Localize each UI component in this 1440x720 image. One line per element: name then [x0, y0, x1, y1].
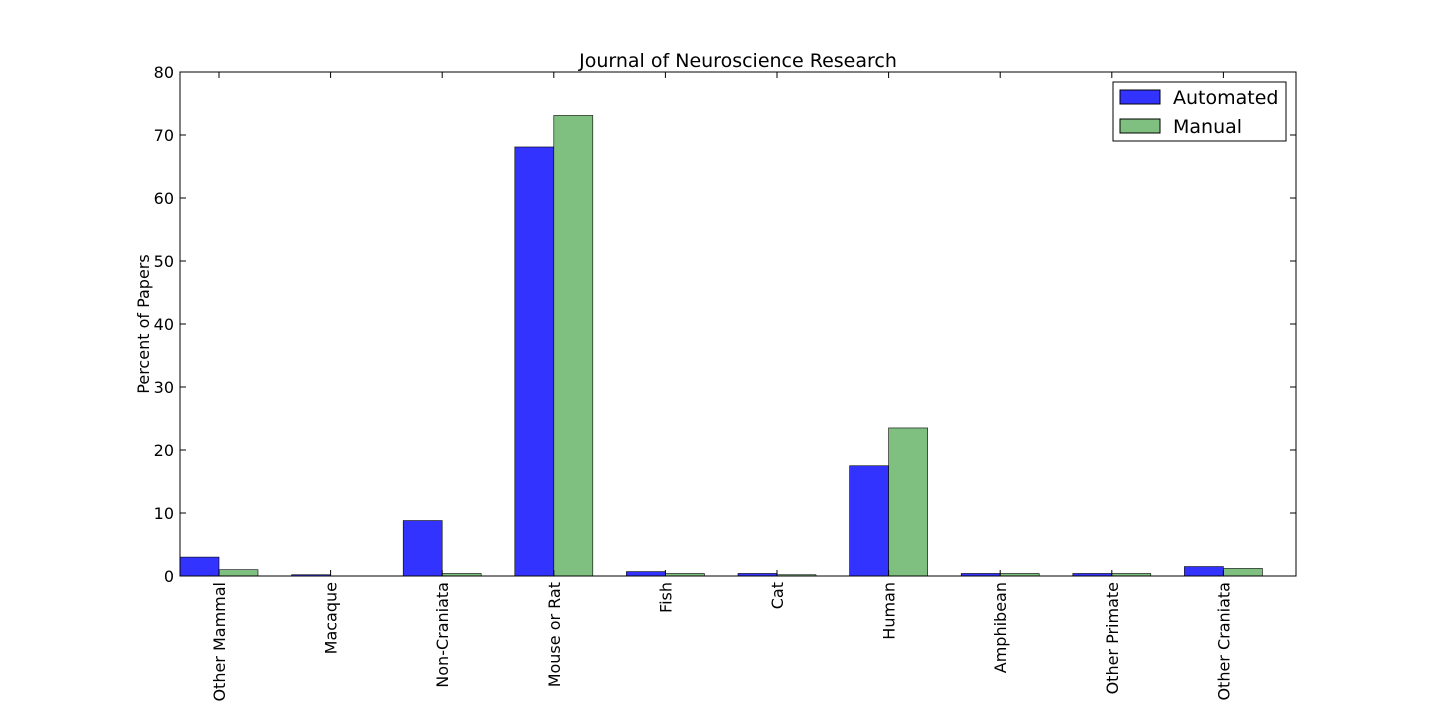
bar-automated-3 — [514, 146, 555, 577]
x-tick-label-5: Cat — [768, 582, 787, 609]
x-tick-label-2: Non-Craniata — [433, 582, 452, 688]
x-tick-label-9: Other Craniata — [1214, 582, 1233, 701]
plot-frame — [179, 71, 1297, 577]
legend-label-automated: Automated — [1173, 87, 1278, 109]
y-tick-label-80: 80 — [154, 63, 174, 82]
y-tick-label-60: 60 — [154, 189, 174, 208]
x-tick-label-0: Other Mammal — [210, 582, 229, 702]
y-tick-label-40: 40 — [154, 315, 174, 334]
x-tick-label-6: Human — [880, 582, 899, 640]
x-tick-label-7: Amphibean — [991, 582, 1010, 673]
legend-label-manual: Manual — [1173, 116, 1242, 138]
y-axis-label: Percent of Papers — [134, 254, 153, 393]
bar-automated-6 — [849, 465, 889, 577]
bar-automated-0 — [179, 556, 220, 577]
y-tick-label-30: 30 — [154, 378, 174, 397]
bar-manual-0 — [218, 569, 259, 577]
bar-automated-9 — [1184, 566, 1224, 577]
x-tick-label-4: Fish — [656, 582, 675, 613]
x-tick-label-3: Mouse or Rat — [545, 582, 564, 687]
bar-automated-2 — [402, 520, 443, 577]
bar-automated-4 — [626, 571, 666, 577]
legend: Automated Manual — [1112, 81, 1287, 142]
y-tick-label-70: 70 — [154, 126, 174, 145]
bar-manual-3 — [553, 115, 594, 577]
bars-layer — [179, 115, 1263, 577]
y-tick-label-0: 0 — [164, 567, 174, 586]
legend-swatch-manual — [1119, 118, 1161, 134]
y-tick-label-50: 50 — [154, 252, 174, 271]
y-tick-label-20: 20 — [154, 441, 174, 460]
x-tick-label-1: Macaque — [322, 582, 341, 654]
x-tick-label-8: Other Primate — [1103, 582, 1122, 694]
chart-title: Journal of Neuroscience Research — [578, 50, 897, 72]
y-tick-label-10: 10 — [154, 504, 174, 523]
bar-manual-9 — [1223, 568, 1263, 577]
bar-manual-6 — [888, 427, 928, 577]
legend-swatch-automated — [1119, 89, 1161, 105]
ticks-layer: 0 10 20 30 40 50 60 70 80 Other Mammal Macaque Non-… — [154, 63, 1296, 702]
